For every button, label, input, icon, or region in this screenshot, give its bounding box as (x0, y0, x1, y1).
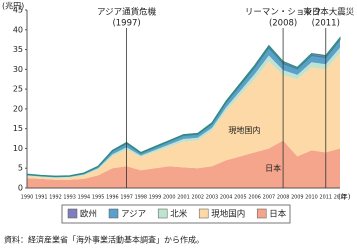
x-tick-label: 1990 (21, 195, 34, 201)
x-tick-label: 2006 (248, 195, 261, 201)
x-tick-label: 1993 (63, 195, 76, 201)
y-tick-label: 35 (13, 45, 23, 54)
x-tick-label: 2009 (291, 195, 304, 201)
x-tick-label: 2008 (277, 195, 290, 201)
event-year: (2011) (312, 19, 340, 29)
legend-label: アジア (121, 210, 146, 220)
area-label: 現地国内 (228, 125, 260, 135)
y-tick-label: 25 (13, 85, 23, 94)
x-tick-label: 2007 (263, 195, 276, 201)
x-tick-label: 2005 (234, 195, 247, 201)
x-tick-label: 1994 (78, 195, 91, 201)
x-axis-label: (年) (338, 192, 351, 201)
x-tick-label: 1996 (106, 195, 119, 201)
x-tick-label: 1998 (135, 195, 148, 201)
y-tick-label: 30 (13, 65, 23, 74)
x-tick-label: 2003 (206, 195, 219, 201)
y-tick-label: 0 (18, 184, 23, 193)
area (27, 53, 340, 180)
x-tick-label: 2000 (163, 195, 176, 201)
x-tick-label: 2002 (191, 195, 204, 201)
legend-swatch (67, 208, 78, 219)
x-tick-label: 2010 (305, 195, 318, 201)
legend-label: 日本 (269, 209, 287, 220)
area-label: 日本 (265, 163, 281, 173)
legend-box (61, 204, 291, 224)
x-tick-label: 2011 (320, 195, 333, 201)
legend-label: 現地国内 (211, 209, 245, 220)
y-tick-label: 5 (18, 164, 23, 173)
x-tick-label: 1997 (120, 195, 133, 201)
legend-swatch (256, 208, 267, 219)
y-tick-label: 45 (13, 6, 23, 15)
y-tick-label: 10 (13, 144, 23, 153)
legend-label: 北米 (170, 209, 188, 220)
legend-swatch (157, 208, 168, 219)
area (27, 140, 340, 188)
source-note: 資料：経済産業省「海外事業活動基本調査」から作成。 (4, 235, 204, 245)
x-tick-label: 1999 (149, 195, 162, 201)
legend-label: 欧州 (80, 209, 97, 220)
x-tick-label: 1995 (92, 195, 105, 201)
legend-swatch (198, 208, 209, 219)
y-tick-label: 15 (13, 124, 23, 133)
x-tick-label: 2012 (334, 195, 347, 201)
x-tick-label: 2004 (220, 195, 233, 201)
x-tick-label: 1992 (49, 195, 62, 201)
area (26, 36, 341, 178)
y-tick-label: 20 (13, 104, 23, 113)
event-year: (1997) (112, 19, 140, 29)
x-tick-label: 1991 (35, 195, 48, 201)
event-label: アジア通貨危機 (97, 7, 157, 18)
legend-swatch (108, 208, 119, 219)
x-tick-label: 2001 (177, 195, 190, 201)
y-tick-label: 40 (13, 25, 23, 34)
event-label: 東日本大震災 (303, 7, 355, 18)
y-axis-label: (兆円) (2, 1, 24, 11)
event-label: リーマン・ショック (245, 8, 322, 18)
event-year: (2008) (269, 19, 297, 29)
